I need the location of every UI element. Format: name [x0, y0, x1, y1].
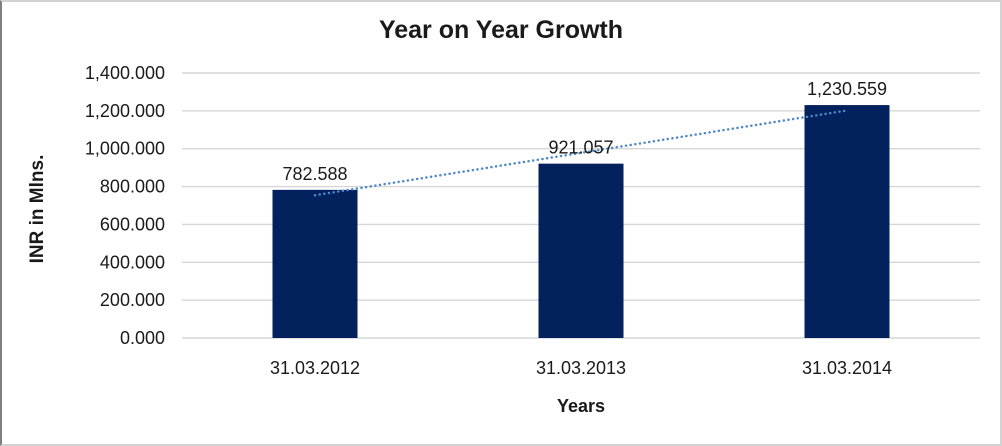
x-tick-label: 31.03.2013 [536, 358, 626, 378]
y-tick-label: 1,200.000 [85, 101, 165, 121]
y-tick-label: 600.000 [100, 214, 165, 234]
y-tick-label: 1,400.000 [85, 63, 165, 83]
y-tick-label: 400.000 [100, 252, 165, 272]
data-label: 1,230.559 [807, 79, 887, 99]
y-tick-label: 800.000 [100, 177, 165, 197]
data-labels: 782.588 921.057 1,230.559 [282, 79, 887, 184]
bar-series [272, 105, 890, 339]
bar [538, 163, 624, 338]
y-tick-label: 0.000 [120, 328, 165, 348]
data-label: 782.588 [282, 164, 347, 184]
y-tick-label: 200.000 [100, 290, 165, 310]
trendline-dotted [313, 109, 849, 197]
bar [272, 189, 358, 338]
x-tick-label: 31.03.2012 [270, 358, 360, 378]
y-tick-label: 1,000.000 [85, 139, 165, 159]
trendline [313, 109, 849, 197]
x-tick-label: 31.03.2014 [802, 358, 892, 378]
data-label: 921.057 [548, 138, 613, 158]
x-axis-title: Years [556, 396, 606, 416]
chart-title: Year on Year Growth [378, 16, 624, 44]
x-axis-tick-labels: 31.03.2012 31.03.2013 31.03.2014 [270, 358, 892, 378]
bar [804, 105, 890, 339]
y-axis-tick-labels: 0.000 200.000 400.000 600.000 800.000 1,000.0… [85, 63, 165, 348]
